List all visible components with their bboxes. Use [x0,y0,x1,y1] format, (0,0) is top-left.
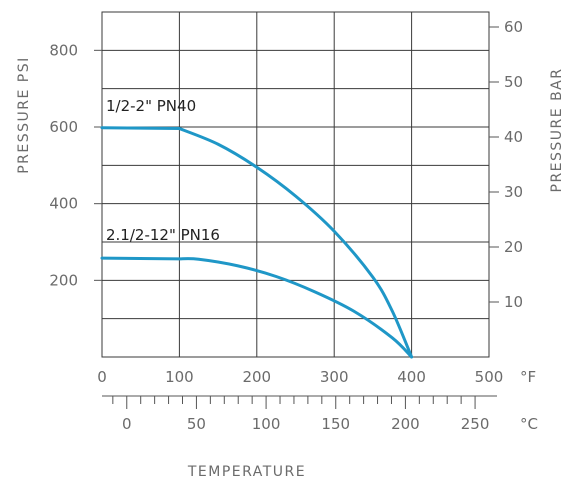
y-tick-label-psi: 400 [49,195,78,213]
x-tick-label-fahrenheit: 500 [475,368,504,386]
x-tick-label-celsius: 100 [252,415,281,433]
y-tick-label-bar: 30 [504,183,523,201]
x-tick-label-celsius: 150 [321,415,350,433]
series-line-1 [100,256,414,359]
y-tick-label-bar: 10 [504,293,523,311]
plot-frame [101,11,490,358]
x-tick-label-celsius: 200 [391,415,420,433]
series-label-pn16: 2.1/2-12" PN16 [106,226,220,244]
y-axis-label-psi: PRESSURE PSI [16,56,32,174]
x-tick-label-fahrenheit: 0 [97,368,107,386]
x-axis-label: TEMPERATURE [187,464,306,480]
y-axis-label-bar: PRESSURE BAR [549,68,565,193]
x-tick-label-celsius: 0 [122,415,132,433]
x-tick-label-celsius: 250 [461,415,490,433]
x-tick-label-fahrenheit: 100 [165,368,194,386]
x-tick-label-celsius: 50 [187,415,206,433]
y-tick-label-psi: 800 [49,41,78,59]
y-tick-label-bar: 60 [504,18,523,36]
x-unit-fahrenheit: °F [520,368,536,386]
y-tick-label-psi: 600 [49,118,78,136]
axis-ticks: 0 100 200 300 400 500 0 50 100 150 200 250 200 400 600… [49,18,523,433]
y-tick-label-bar: 20 [504,238,523,256]
series-line-0 [100,126,414,359]
x-tick-label-fahrenheit: 300 [320,368,349,386]
grid [102,12,489,357]
y-tick-label-bar: 50 [504,73,523,91]
y-tick-label-bar: 40 [504,128,523,146]
plot-frame-rect [101,11,490,358]
y-tick-label-psi: 200 [49,271,78,289]
x-tick-label-fahrenheit: 400 [397,368,426,386]
series-curves [100,126,414,359]
series-label-pn40: 1/2-2" PN40 [106,97,196,115]
x-tick-label-fahrenheit: 200 [242,368,271,386]
x-unit-celsius: °C [520,415,538,433]
